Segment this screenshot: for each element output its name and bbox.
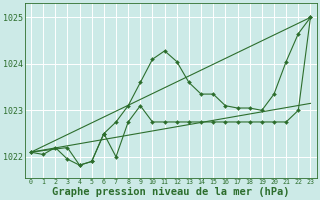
X-axis label: Graphe pression niveau de la mer (hPa): Graphe pression niveau de la mer (hPa) [52, 186, 290, 197]
